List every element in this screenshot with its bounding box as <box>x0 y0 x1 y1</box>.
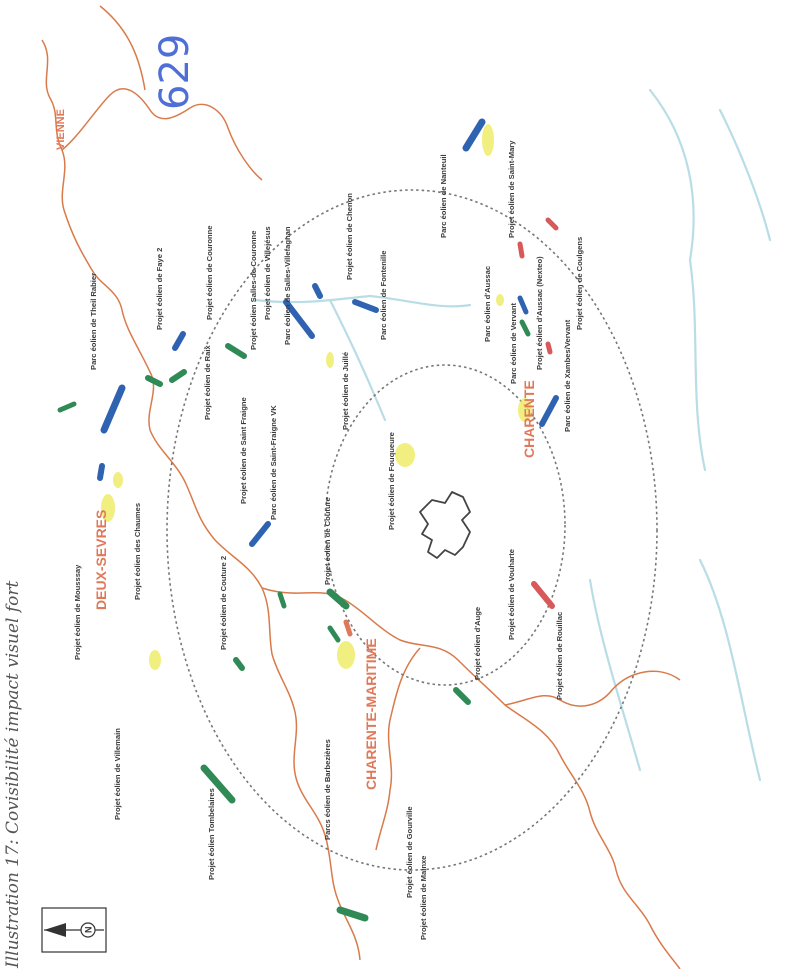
boundary-charente <box>261 587 681 969</box>
marker-rouillac <box>531 581 555 609</box>
label-theil-rabier: Parc éolien de Theil Rabier <box>89 273 98 370</box>
marker-moussay <box>97 463 105 481</box>
marker-nanteuil <box>462 118 486 152</box>
label-faye-2: Projet éolien de Faye 2 <box>155 248 164 330</box>
marker-faye <box>172 331 186 351</box>
label-saint-fraigne: Projet éolien de Saint Fraigne <box>239 397 248 504</box>
handwritten-annotation: 629 <box>152 34 198 110</box>
marker-aussac <box>519 319 531 337</box>
visibility-zones <box>101 124 532 670</box>
marker-chenon <box>312 283 323 299</box>
marker-xambes <box>539 395 559 427</box>
distance-circles <box>166 189 658 871</box>
label-vouharte: Projet éolien de Vouharte <box>507 549 516 640</box>
project-labels: Projet éolien de Mousssay Parc éolien de… <box>73 140 584 940</box>
marker-couture-2 <box>233 657 245 671</box>
figure-caption: Illustration 17: Covisibilité impact vis… <box>3 580 23 969</box>
outer-circle <box>166 189 658 871</box>
label-saint-mary: Projet éolien de Saint-Mary <box>507 140 516 238</box>
marker-theil-rabier <box>100 384 126 434</box>
marker-auge <box>453 687 471 705</box>
boundary-charente-east <box>504 670 681 707</box>
svg-text:N: N <box>84 927 94 934</box>
marker-barbezieres <box>327 625 341 643</box>
boundary-charente-inner <box>375 647 421 851</box>
boundary-vienne-west <box>61 88 263 181</box>
marker-tombelaires <box>200 764 236 804</box>
marker-faye2 <box>145 375 163 387</box>
label-couture-2: Projet éolien de Couture 2 <box>219 556 228 650</box>
boundary-top <box>99 5 146 91</box>
label-xambes-vervant: Parc éolien de Xambes/Vervant <box>563 319 572 432</box>
label-mainxe: Projet éolien de Mainxe <box>419 856 428 940</box>
marker-gourville <box>336 906 369 922</box>
dept-deux-sevres: DEUX-SEVRES <box>93 510 109 610</box>
label-villemain: Projet éolien de Villemain <box>113 728 122 820</box>
north-arrow-icon: N <box>41 907 107 953</box>
study-area-outline <box>419 491 471 559</box>
marker-vervant <box>517 295 529 315</box>
marker-fraigne-vk <box>277 591 287 609</box>
marker-faye2b <box>169 369 187 383</box>
marker-coulgens <box>545 217 559 231</box>
label-chenon: Projet éolien de Chenon <box>345 193 354 280</box>
label-moussay: Projet éolien de Mousssay <box>73 564 82 660</box>
marker-saint-fraigne <box>249 521 271 547</box>
label-barbezieres: Parcs éolien de Barbezières <box>323 739 332 840</box>
label-salles-villefagnan: Parc éolien de Salles-Villefagnan <box>283 226 292 345</box>
marker-aussac-nexteo <box>545 341 553 355</box>
label-juille: Projet éolien de Juillé <box>341 352 350 430</box>
label-aussac-nexteo: Projet éolien d'Aussac (Nexteo) <box>535 256 544 370</box>
label-couronne: Projet éolien de Couronne <box>205 225 214 320</box>
marker-barbezieres-red <box>343 619 353 637</box>
label-villejesus: Projet éolien de Villejésus <box>263 226 272 320</box>
marker-saint-mary <box>517 241 525 259</box>
dept-charente: CHARENTE <box>521 380 537 458</box>
label-chaumes: Projet éolien des Chaumes <box>133 503 142 600</box>
dept-charente-maritime: CHARENTE-MARITIME <box>363 638 379 790</box>
label-vervant: Parc éolien de Vervant <box>509 302 518 384</box>
marker-raix <box>225 343 247 359</box>
inner-circle <box>324 364 566 686</box>
label-tombelaires: Projet éolien Tombelaires <box>207 788 216 880</box>
dept-vienne: VIENNE <box>55 109 67 150</box>
boundary-north <box>41 39 361 961</box>
wind-markers <box>57 118 559 922</box>
label-rouillac: Projet éolien de Rouillac <box>555 612 564 700</box>
label-fouqueure: Projet éolien de Fouqueure <box>387 432 396 530</box>
label-couture: Projet éolien de Couture <box>323 497 332 585</box>
label-aussac: Parc éolien d'Aussac <box>483 266 492 342</box>
department-boundaries <box>41 5 681 969</box>
marker-salles <box>283 299 315 339</box>
rivers <box>253 88 772 782</box>
label-saint-fraigne-vk: Parc éolien de Saint-Fraigne VK <box>269 405 278 520</box>
label-salles-de-couronne: Projet éolien Salles-de-Couronne <box>249 231 258 350</box>
label-coulgens: Projet éolien de Coulgens <box>575 237 584 330</box>
marker-fontenille <box>352 299 379 313</box>
label-auge: Projet éolien d'Auge <box>473 607 482 680</box>
label-raix: Projet éolien de Raix <box>203 345 212 420</box>
marker-couture <box>326 588 350 610</box>
label-fontenille: Parc éolien de Fontenille <box>379 251 388 340</box>
label-gourville: Projet éolien de Gourville <box>405 806 414 898</box>
marker-villemain <box>57 401 77 413</box>
label-nanteuil: Parc éolien de Nanteuil <box>439 154 448 238</box>
